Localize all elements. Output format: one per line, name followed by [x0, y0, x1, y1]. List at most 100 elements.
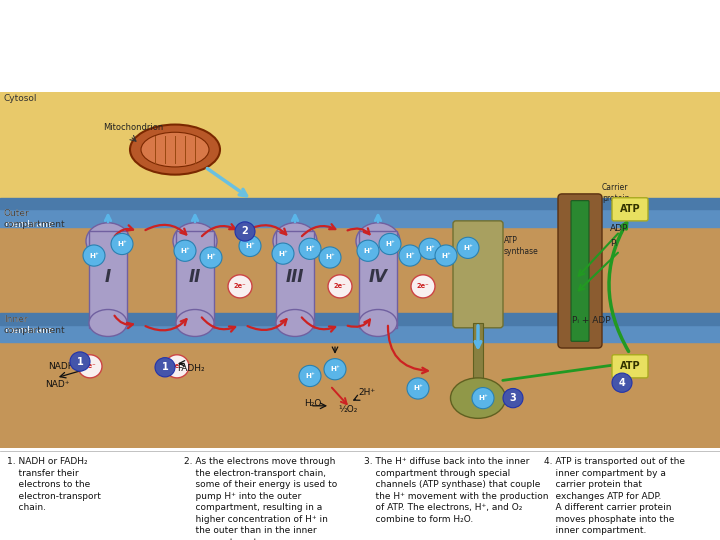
Circle shape	[612, 373, 632, 393]
FancyBboxPatch shape	[453, 221, 503, 328]
Text: I: I	[105, 268, 111, 286]
Text: (requires O: (requires O	[254, 55, 466, 88]
Circle shape	[357, 240, 379, 261]
Text: ATP: ATP	[620, 361, 640, 372]
Circle shape	[399, 245, 421, 266]
Circle shape	[155, 357, 175, 377]
Text: H⁺: H⁺	[245, 243, 255, 249]
Text: H⁺: H⁺	[463, 245, 473, 251]
Ellipse shape	[276, 309, 314, 336]
Circle shape	[70, 352, 90, 371]
Text: Cytosol: Cytosol	[4, 94, 37, 103]
Circle shape	[111, 233, 133, 254]
Circle shape	[472, 388, 494, 409]
Bar	[0, 210, 720, 227]
Circle shape	[235, 222, 255, 241]
Text: 3: 3	[510, 393, 516, 403]
Text: III: III	[286, 268, 304, 286]
Text: 2: 2	[431, 59, 445, 79]
Circle shape	[78, 355, 102, 378]
Text: Inner
membrane: Inner membrane	[4, 315, 53, 335]
Text: 2e⁻: 2e⁻	[417, 284, 429, 289]
Text: H⁺: H⁺	[278, 251, 288, 256]
Bar	[0, 325, 720, 342]
Text: NAD⁺: NAD⁺	[45, 380, 70, 389]
Text: II: II	[189, 268, 201, 286]
Text: 3. The H⁺ diffuse back into the inner
    compartment through special
    channe: 3. The H⁺ diffuse back into the inner co…	[364, 457, 548, 524]
Text: 2. As the electrons move through
    the electron-transport chain,
    some of t: 2. As the electrons move through the ele…	[184, 457, 337, 540]
Bar	[473, 323, 483, 400]
Circle shape	[419, 238, 441, 259]
Text: 1: 1	[161, 362, 168, 372]
Circle shape	[379, 233, 401, 254]
Text: Outer
compartment: Outer compartment	[4, 209, 66, 228]
FancyBboxPatch shape	[612, 198, 648, 221]
Text: 2e⁻: 2e⁻	[333, 284, 346, 289]
Text: Pᵢ + ADP: Pᵢ + ADP	[572, 316, 611, 325]
Circle shape	[299, 366, 321, 387]
Ellipse shape	[356, 223, 400, 259]
Text: 4: 4	[618, 377, 626, 388]
Ellipse shape	[359, 309, 397, 336]
Text: Inner
compartment: Inner compartment	[4, 315, 66, 335]
Circle shape	[228, 275, 252, 298]
Text: H⁺: H⁺	[413, 386, 423, 392]
Bar	[0, 227, 720, 313]
Text: 1. NADH or FADH₂
    transfer their
    electrons to the
    electron-transport
: 1. NADH or FADH₂ transfer their electron…	[7, 457, 101, 512]
Circle shape	[324, 359, 346, 380]
Text: ATP: ATP	[620, 204, 640, 214]
Circle shape	[435, 245, 457, 266]
Text: H⁺: H⁺	[89, 253, 99, 259]
FancyBboxPatch shape	[612, 355, 648, 378]
Text: H⁺: H⁺	[117, 241, 127, 247]
Bar	[176, 232, 214, 328]
Circle shape	[174, 240, 196, 261]
Text: H⁺: H⁺	[325, 254, 335, 260]
Text: ATP
synthase: ATP synthase	[504, 236, 539, 255]
Text: III. Electron Transport Chain: III. Electron Transport Chain	[96, 11, 624, 44]
Circle shape	[411, 275, 435, 298]
Circle shape	[239, 235, 261, 256]
Circle shape	[299, 238, 321, 259]
Bar	[0, 342, 720, 448]
Text: 4. ATP is transported out of the
    inner compartment by a
    carrier protein : 4. ATP is transported out of the inner c…	[544, 457, 685, 535]
Circle shape	[272, 243, 294, 264]
Ellipse shape	[86, 223, 130, 259]
Bar	[0, 198, 720, 210]
Text: NADH: NADH	[48, 362, 74, 371]
Bar	[0, 313, 720, 325]
Circle shape	[328, 275, 352, 298]
Text: Outer
membrane: Outer membrane	[4, 210, 53, 229]
Ellipse shape	[173, 223, 217, 259]
Text: 2e⁻: 2e⁻	[234, 284, 246, 289]
FancyBboxPatch shape	[558, 194, 602, 348]
Text: H⁺: H⁺	[305, 246, 315, 252]
Text: 1: 1	[76, 356, 84, 367]
Text: 2e⁻: 2e⁻	[84, 363, 96, 369]
Text: 2e⁻: 2e⁻	[171, 363, 184, 369]
Text: 2: 2	[242, 226, 248, 237]
Circle shape	[457, 237, 479, 259]
Circle shape	[83, 245, 105, 266]
Text: 2H⁺: 2H⁺	[358, 388, 375, 397]
Circle shape	[200, 247, 222, 268]
Text: Carrier
protein: Carrier protein	[602, 183, 629, 202]
FancyBboxPatch shape	[571, 201, 589, 341]
Text: ½O₂: ½O₂	[338, 404, 357, 414]
Bar	[359, 232, 397, 328]
Circle shape	[165, 355, 189, 378]
Circle shape	[407, 378, 429, 399]
Text: H⁺: H⁺	[425, 246, 435, 252]
Text: H⁺: H⁺	[363, 248, 373, 254]
Text: H⁺: H⁺	[478, 395, 488, 401]
Text: H⁺: H⁺	[405, 253, 415, 259]
Text: H⁺: H⁺	[385, 241, 395, 247]
Text: ADP: ADP	[610, 225, 629, 233]
Circle shape	[503, 388, 523, 408]
Ellipse shape	[451, 378, 505, 419]
Text: ): )	[441, 55, 456, 88]
Text: H⁺: H⁺	[441, 253, 451, 259]
Text: H₂O: H₂O	[304, 399, 321, 408]
Ellipse shape	[141, 132, 209, 167]
Text: Pᵢ: Pᵢ	[610, 239, 617, 248]
